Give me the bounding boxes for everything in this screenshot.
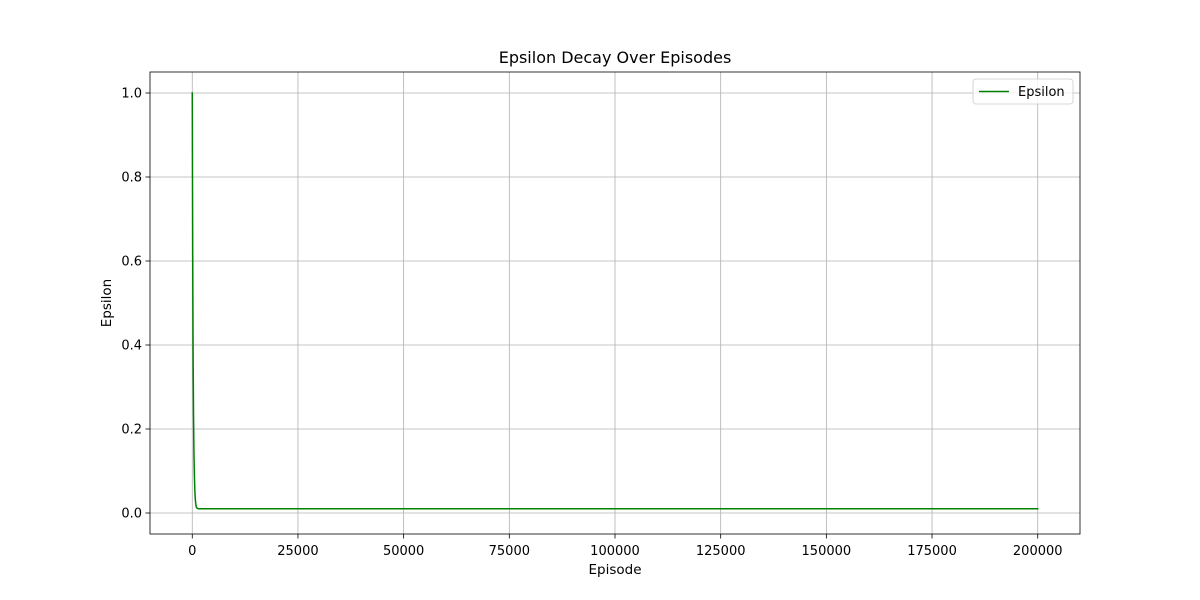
x-tick-label: 150000 [802,544,852,559]
x-tick-label: 50000 [383,544,424,559]
y-tick-label: 0.6 [121,255,142,270]
y-tick-label: 1.0 [121,87,142,102]
legend-box [972,78,1074,105]
x-axis-title: Episode [588,562,641,578]
legend: Epsilon [972,78,1074,105]
x-tick-label: 0 [188,544,196,559]
axes-layer [145,71,1081,539]
x-tick-label: 25000 [277,544,318,559]
series-layer [191,92,1039,510]
chart-title: Epsilon Decay Over Episodes [499,48,732,67]
x-tick-label: 100000 [590,544,640,559]
y-tick-label: 0.4 [121,339,142,354]
text-layer: Epsilon Decay Over Episodes Episode Epsi… [99,48,1063,578]
x-tick-label: 75000 [489,544,530,559]
x-tick-label: 200000 [1013,544,1063,559]
y-tick-label: 0.8 [121,171,142,186]
y-axis-title: Epsilon [99,279,115,327]
legend-label: Epsilon [1018,85,1065,100]
y-tick-label: 0.2 [121,423,142,438]
y-tick-label: 0.0 [121,507,142,522]
x-tick-label: 175000 [907,544,957,559]
x-tick-label: 125000 [696,544,746,559]
grid-layer [150,72,1080,534]
series-line-epsilon [191,92,1039,510]
